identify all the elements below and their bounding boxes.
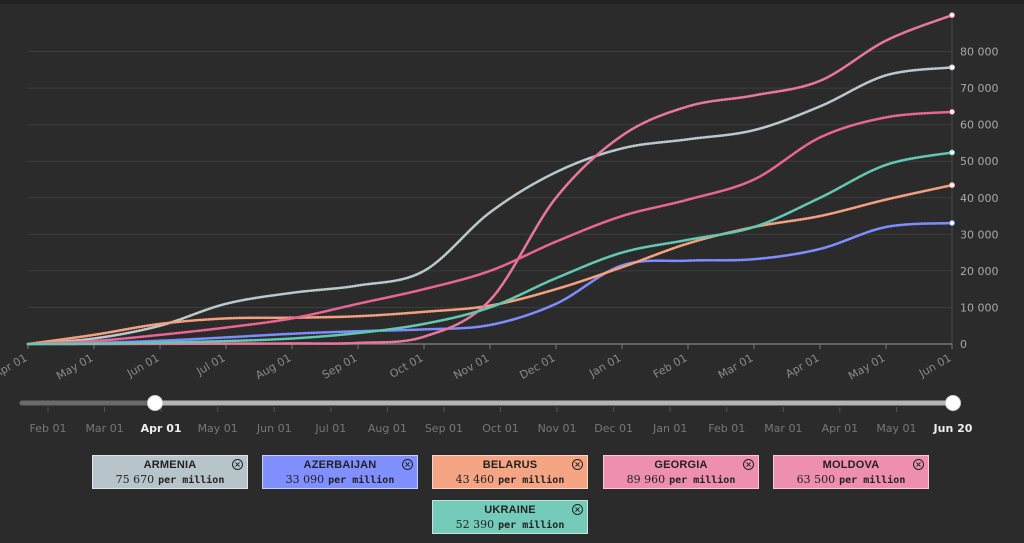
close-circle-icon[interactable]: × xyxy=(572,459,583,470)
date-range-slider[interactable]: Feb 01 Mar 01 Apr 01 May 01 Jun 01 Jul 01 Aug … xyxy=(0,388,1024,438)
series-line xyxy=(26,151,954,346)
slider-tick-label: Nov 01 xyxy=(538,422,577,435)
y-tick-label: 10 000 xyxy=(960,301,999,314)
series-end-point xyxy=(949,149,955,156)
y-axis: 0 10 000 20 000 30 000 40 000 50 000 60 000 70 … xyxy=(951,15,999,351)
series-belarus xyxy=(26,182,955,346)
legend-name: UKRAINE xyxy=(484,504,536,516)
y-tick-label: 30 000 xyxy=(960,228,999,241)
x-tick-label: Mar 01 xyxy=(716,351,756,381)
legend-name: GEORGIA xyxy=(654,459,708,471)
series-line xyxy=(26,183,954,346)
legend-value: 33 090 per million xyxy=(285,473,395,486)
legend-card-armenia[interactable]: ARMENIA 75 670 per million × xyxy=(92,455,248,489)
legend-card-georgia[interactable]: GEORGIA 89 960 per million × xyxy=(603,455,759,489)
series-ukraine xyxy=(26,149,955,346)
x-tick-label: May 01 xyxy=(846,351,887,382)
close-circle-icon[interactable]: × xyxy=(743,459,754,470)
legend-value: 43 460 per million xyxy=(455,473,565,486)
legend-value: 89 960 per million xyxy=(626,473,736,486)
slider-tick-label: Sep 01 xyxy=(425,422,463,435)
slider-tick-label: May 01 xyxy=(198,422,238,435)
slider-ticks: Feb 01 Mar 01 Apr 01 May 01 Jun 01 Jul 01 Aug … xyxy=(30,407,973,435)
slider-tick-label: Apr 01 xyxy=(141,422,182,435)
series-line xyxy=(26,13,954,346)
x-axis: Apr 01 May 01 Jun 01 Jul 01 Aug 01 Sep 01 Oct … xyxy=(0,343,954,383)
series-end-point xyxy=(949,182,955,189)
slider-tick-label: Aug 01 xyxy=(368,422,407,435)
legend-name: ARMENIA xyxy=(143,459,197,471)
close-circle-icon[interactable]: × xyxy=(402,459,413,470)
legend-value: 52 390 per million xyxy=(455,518,565,531)
series-armenia xyxy=(26,64,955,346)
country-legend: ARMENIA 75 670 per million × AZERBAIJAN 3… xyxy=(0,455,1024,540)
slider-handle-end[interactable] xyxy=(945,395,961,411)
series-line xyxy=(26,110,954,346)
x-tick-label: Oct 01 xyxy=(387,351,425,381)
y-tick-label: 60 000 xyxy=(960,119,999,132)
slider-tick-label: Jun 01 xyxy=(256,422,292,435)
series-moldova xyxy=(26,108,955,346)
slider-handle-start[interactable] xyxy=(147,395,163,411)
x-tick-label: Jun 01 xyxy=(124,351,161,380)
x-tick-label: Jun 01 xyxy=(916,351,953,380)
x-tick-label: Nov 01 xyxy=(451,351,491,382)
slider-tick-label: Feb 01 xyxy=(30,422,67,435)
x-tick-label: Sep 01 xyxy=(320,351,360,381)
y-tick-label: 50 000 xyxy=(960,155,999,168)
close-circle-icon[interactable]: × xyxy=(572,504,583,515)
chart-series xyxy=(26,12,955,346)
series-azerbaijan xyxy=(26,220,955,346)
x-tick-label: Apr 01 xyxy=(0,351,29,381)
series-end-point xyxy=(949,64,955,71)
legend-value: 75 670 per million xyxy=(115,473,225,486)
slider-tick-label: Jun 20 xyxy=(933,422,973,435)
y-tick-label: 20 000 xyxy=(960,265,999,278)
line-chart: 0 10 000 20 000 30 000 40 000 50 000 60 000 70 … xyxy=(0,12,999,383)
legend-name: MOLDOVA xyxy=(822,459,880,471)
slider-tick-label: Oct 01 xyxy=(482,422,519,435)
x-tick-label: Feb 01 xyxy=(651,351,690,381)
top-bar xyxy=(0,0,1024,4)
close-circle-icon[interactable]: × xyxy=(913,459,924,470)
legend-card-moldova[interactable]: MOLDOVA 63 500 per million × xyxy=(773,455,929,489)
series-line xyxy=(26,221,954,346)
slider-tick-label: Jul 01 xyxy=(314,422,346,435)
series-end-point xyxy=(949,12,955,19)
legend-name: AZERBAIJAN xyxy=(303,459,377,471)
slider-tick-label: Mar 01 xyxy=(85,422,123,435)
legend-card-azerbaijan[interactable]: AZERBAIJAN 33 090 per million × xyxy=(262,455,418,489)
legend-card-belarus[interactable]: BELARUS 43 460 per million × xyxy=(432,455,588,489)
x-tick-label: Dec 01 xyxy=(517,351,557,382)
x-tick-label: Jan 01 xyxy=(586,351,623,380)
slider-tick-label: Dec 01 xyxy=(594,422,633,435)
slider-tick-label: May 01 xyxy=(876,422,916,435)
x-tick-label: Aug 01 xyxy=(253,351,293,382)
series-line xyxy=(26,66,954,346)
series-end-point xyxy=(949,108,955,115)
x-tick-label: Jul 01 xyxy=(193,351,227,378)
legend-name: BELARUS xyxy=(482,459,538,471)
y-tick-label: 0 xyxy=(960,338,967,351)
close-circle-icon[interactable]: × xyxy=(232,459,243,470)
slider-tick-label: Mar 01 xyxy=(764,422,802,435)
series-end-point xyxy=(949,220,955,227)
series-georgia xyxy=(26,12,955,346)
slider-tick-label: Feb 01 xyxy=(708,422,745,435)
x-tick-label: May 01 xyxy=(54,351,95,382)
legend-value: 63 500 per million xyxy=(796,473,906,486)
y-tick-label: 40 000 xyxy=(960,192,999,205)
legend-card-ukraine[interactable]: UKRAINE 52 390 per million × xyxy=(432,500,588,534)
x-tick-label: Apr 01 xyxy=(783,351,821,381)
slider-tick-label: Jan 01 xyxy=(652,422,687,435)
y-tick-label: 80 000 xyxy=(960,46,999,59)
y-tick-label: 70 000 xyxy=(960,82,999,95)
slider-tick-label: Apr 01 xyxy=(822,422,859,435)
